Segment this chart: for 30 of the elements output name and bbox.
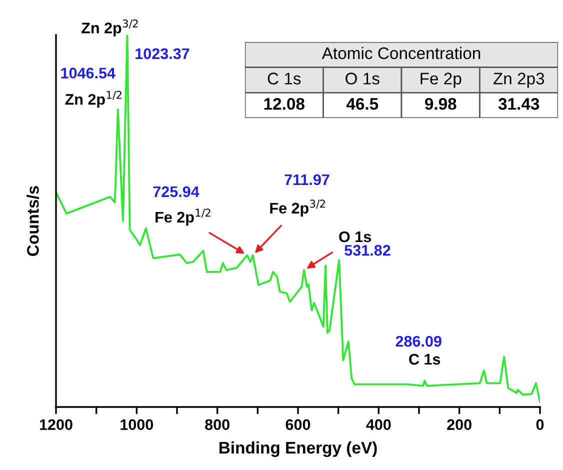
annotation: Fe 2p$^{1/2}$: [156, 208, 210, 226]
annotation: Zn 2p$^{3/2}$: [82, 19, 138, 36]
annotation: C 1s: [409, 354, 440, 365]
data-label: 12.08: [264, 98, 304, 110]
x-tick-label: 1200: [40, 419, 72, 430]
category-label: O 1s: [346, 72, 380, 84]
x-tick-label: 600: [286, 419, 310, 430]
x-tick-label: 1000: [120, 419, 154, 430]
annotation: 1023.37: [136, 48, 190, 60]
data-label: 46.5: [346, 98, 378, 110]
x-tick-label: 400: [366, 419, 391, 430]
annotation: 711.97: [284, 174, 330, 186]
annotation: 725.94: [153, 186, 200, 198]
x-axis-title: Binding Energy (eV): [219, 441, 377, 457]
category-label: Zn 2p3: [493, 72, 544, 88]
text: Atomic Concentration: [322, 46, 480, 60]
data-label: 9.98: [424, 98, 456, 110]
annotation: Fe 2p$^{3/2}$: [270, 200, 325, 217]
category-label: C 1s: [268, 72, 301, 84]
y-axis-title: Counts/s: [26, 186, 39, 256]
x-tick-label: 0: [536, 419, 544, 430]
category-label: Fe 2p: [420, 72, 462, 88]
annotation: O 1s: [339, 231, 371, 242]
annotation: 531.82: [344, 244, 390, 256]
data-label: 31.43: [498, 98, 540, 110]
x-tick-label: 800: [205, 419, 230, 430]
annotation: 1046.54: [61, 68, 116, 78]
x-tick-label: 200: [447, 419, 472, 430]
annotation: 286.09: [396, 336, 442, 347]
annotation: Zn 2p$^{1/2}$: [65, 90, 122, 108]
